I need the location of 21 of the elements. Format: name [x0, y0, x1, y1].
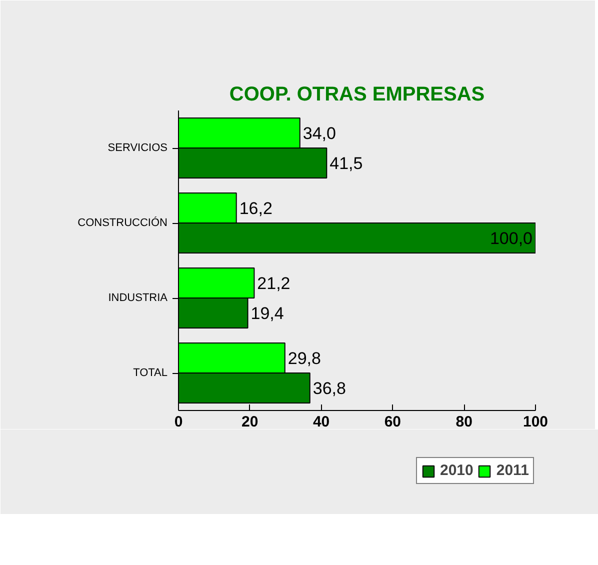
data-label: 16,2	[239, 199, 272, 218]
x-tick-label: 40	[312, 414, 330, 430]
chart-title: COOP. OTRAS EMPRESAS	[229, 84, 485, 106]
y-tick-label: TOTAL	[133, 367, 168, 379]
x-tick-label: 0	[174, 414, 183, 430]
data-label: 41,5	[330, 154, 363, 173]
data-label: 19,4	[250, 304, 284, 323]
data-label: 29,8	[288, 349, 321, 368]
legend-label: 2010	[440, 462, 474, 479]
legend-label: 2011	[496, 462, 529, 479]
data-label: 21,2	[257, 274, 290, 293]
data-label: 34,0	[302, 124, 336, 143]
x-tick-label: 60	[384, 414, 402, 430]
data-label: 36,8	[312, 379, 346, 398]
x-tick-label: 100	[522, 414, 548, 430]
y-tick-label: INDUSTRIA	[108, 292, 168, 304]
x-tick-label: 80	[456, 414, 472, 430]
x-tick-label: 20	[242, 414, 258, 430]
data-label: 100,0	[490, 229, 533, 248]
y-tick-label: SERVICIOS	[108, 142, 168, 154]
y-tick-label: CONSTRUCCIÓN	[78, 216, 168, 229]
